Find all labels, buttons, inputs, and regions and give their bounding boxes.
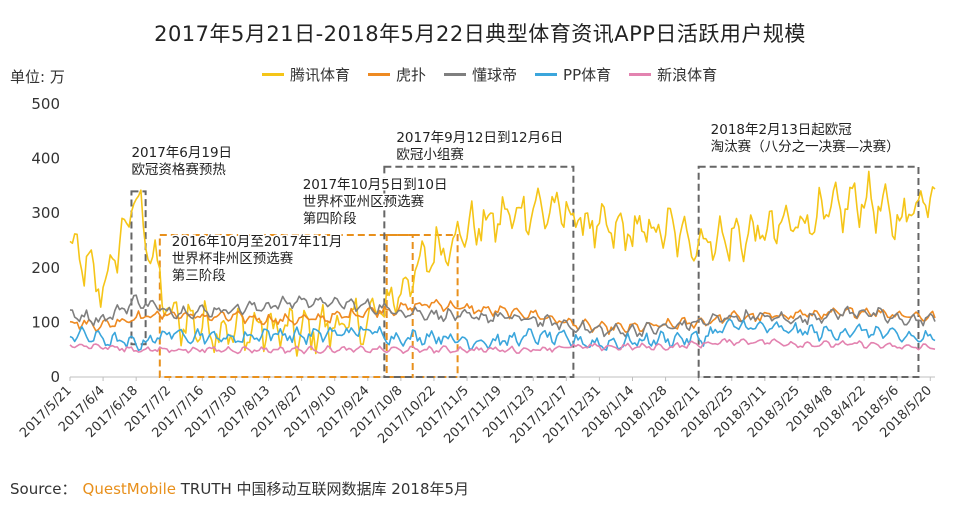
annotation-text: 2017年10月5日到10日	[303, 177, 448, 193]
annotation-text: 2016年10月至2017年11月	[172, 234, 343, 250]
legend-label: 懂球帝	[472, 66, 518, 84]
annotation-box	[158, 234, 459, 378]
legend-label: 腾讯体育	[290, 66, 351, 84]
legend-swatch	[444, 73, 467, 76]
source-prefix: Source：	[10, 480, 77, 498]
legend-label: 虎扑	[396, 66, 427, 84]
chart-title: 2017年5月21日-2018年5月22日典型体育资讯APP日活跃用户规模	[154, 22, 806, 46]
annotation-text: 第三阶段	[172, 267, 226, 284]
legend-item: 懂球帝	[444, 64, 517, 85]
annotation-box	[383, 165, 575, 378]
legend-label: PP体育	[563, 66, 612, 84]
annotation-text: 2017年9月12日到12月6日	[396, 130, 563, 146]
legend-item: PP体育	[535, 64, 611, 85]
y-tick-label: 100	[31, 313, 60, 331]
series-line	[69, 337, 936, 355]
annotation-box	[697, 165, 920, 378]
legend-swatch	[368, 73, 391, 76]
legend-label: 新浪体育	[657, 66, 718, 84]
annotation-text: 淘汰赛（八分之一决赛—决赛）	[711, 139, 900, 155]
series-line	[69, 298, 936, 336]
y-tick-label: 500	[31, 95, 60, 113]
annotation-text: 世界杯非州区预选赛	[172, 251, 294, 267]
legend-swatch	[629, 73, 652, 76]
series-line	[69, 318, 936, 352]
series-line	[69, 170, 936, 357]
annotation-box	[130, 190, 147, 346]
annotation-text: 欧冠小组赛	[396, 147, 464, 163]
annotation-text: 第四阶段	[303, 210, 357, 227]
legend-swatch	[535, 73, 558, 76]
legend-item: 新浪体育	[629, 64, 717, 85]
source-brand: QuestMobile	[82, 480, 176, 498]
annotation-text: 世界杯亚州区预选赛	[303, 194, 425, 210]
series-line	[69, 294, 936, 338]
annotation-text: 2018年2月13日起欧冠	[711, 122, 853, 138]
source-line: Source： QuestMobile TRUTH 中国移动互联网数据库 2018…	[10, 478, 469, 499]
y-axis-unit-label: 单位: 万	[10, 68, 65, 86]
y-tick-label: 300	[31, 204, 60, 222]
legend-swatch	[262, 73, 284, 76]
source-suffix: TRUTH 中国移动互联网数据库 2018年5月	[180, 480, 470, 498]
legend-item: 腾讯体育	[262, 64, 350, 85]
annotation-text: 2017年6月19日	[131, 145, 232, 161]
y-tick-label: 200	[31, 259, 60, 277]
annotation-text: 欧冠资格赛预热	[131, 162, 226, 178]
legend-item: 虎扑	[368, 64, 426, 85]
legend: 腾讯体育 虎扑 懂球帝 PP体育 新浪体育	[262, 64, 717, 85]
y-tick-label: 0	[50, 368, 60, 386]
y-tick-label: 400	[31, 150, 60, 168]
